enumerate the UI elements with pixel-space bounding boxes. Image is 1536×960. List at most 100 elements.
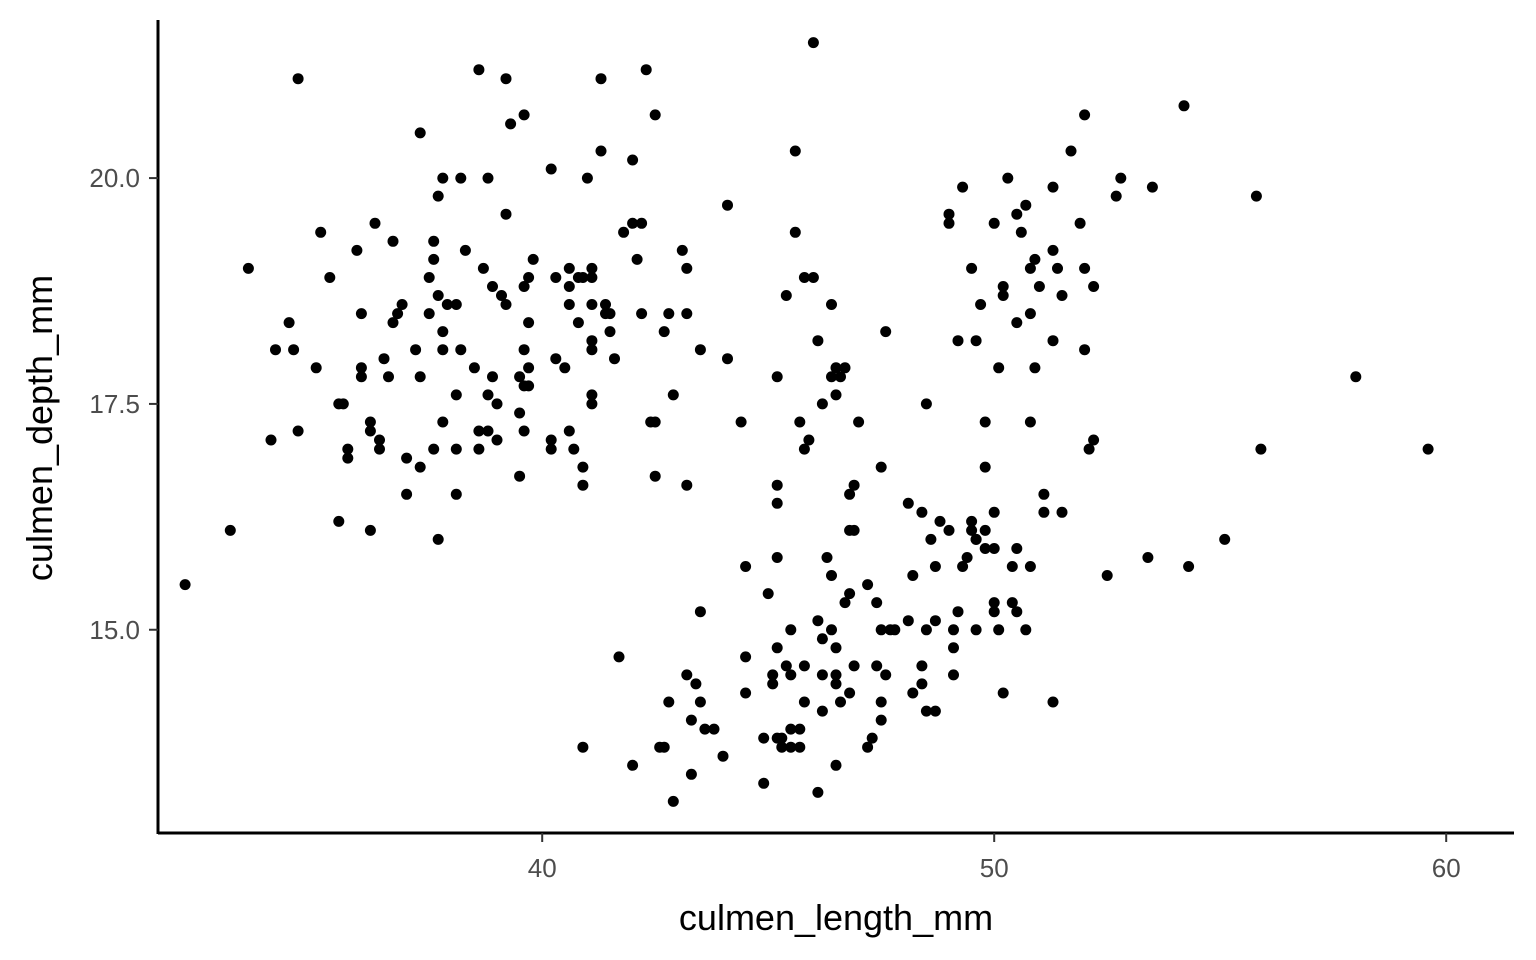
data-point xyxy=(518,425,530,437)
data-point xyxy=(848,660,860,672)
data-point xyxy=(428,253,440,265)
data-point xyxy=(545,434,557,446)
data-point xyxy=(970,335,982,347)
data-point xyxy=(758,777,770,789)
data-point xyxy=(315,226,327,238)
data-point xyxy=(875,714,887,726)
data-point xyxy=(1011,208,1023,220)
data-point xyxy=(875,696,887,708)
data-point xyxy=(798,660,810,672)
data-point xyxy=(387,235,399,247)
data-point xyxy=(812,786,824,798)
y-ticks-layer: 15.0 17.5 20.0 xyxy=(89,163,158,645)
data-point xyxy=(663,308,675,320)
data-point xyxy=(975,299,987,310)
data-point xyxy=(410,344,422,356)
data-point xyxy=(1142,552,1154,563)
data-point xyxy=(830,678,842,690)
data-point xyxy=(270,344,281,356)
data-point xyxy=(292,73,304,85)
data-point xyxy=(550,272,562,283)
data-point xyxy=(423,308,435,320)
data-point xyxy=(966,524,978,536)
data-point xyxy=(640,64,652,76)
data-point xyxy=(401,488,413,500)
data-point xyxy=(649,416,661,428)
data-point xyxy=(487,371,498,383)
data-point xyxy=(437,172,449,184)
data-point xyxy=(920,398,932,410)
data-point xyxy=(997,687,1009,699)
data-point xyxy=(988,543,1000,554)
data-point xyxy=(473,443,485,455)
data-point xyxy=(880,669,892,681)
data-point xyxy=(595,145,607,157)
data-point xyxy=(785,741,797,753)
data-point xyxy=(500,73,512,85)
data-point xyxy=(586,335,598,347)
data-point xyxy=(966,262,978,274)
data-point xyxy=(563,281,575,292)
data-point xyxy=(1250,190,1262,202)
data-point xyxy=(423,272,435,283)
data-point xyxy=(545,443,557,455)
data-point xyxy=(785,723,797,735)
data-point xyxy=(572,317,584,329)
data-point xyxy=(523,317,535,329)
data-point xyxy=(667,795,679,807)
data-point xyxy=(396,299,408,310)
data-point xyxy=(794,741,806,753)
data-point xyxy=(667,389,679,401)
data-point xyxy=(916,660,928,672)
data-point xyxy=(450,299,462,310)
data-point xyxy=(595,73,607,85)
data-point xyxy=(618,226,630,238)
data-point xyxy=(432,533,444,545)
y-axis-title: culmen_depth_mm xyxy=(19,275,60,581)
data-point xyxy=(392,308,404,320)
data-point xyxy=(496,290,507,301)
data-point xyxy=(378,353,390,365)
data-point xyxy=(771,371,783,383)
data-point xyxy=(957,561,969,572)
data-point xyxy=(789,226,801,238)
data-point xyxy=(862,741,874,753)
data-point xyxy=(1047,244,1059,256)
data-point xyxy=(1029,253,1041,265)
data-point xyxy=(979,524,991,536)
data-point xyxy=(970,624,982,636)
data-point xyxy=(681,308,693,320)
data-point xyxy=(875,624,887,636)
data-point xyxy=(224,524,236,536)
data-point xyxy=(952,335,964,347)
data-point xyxy=(355,308,367,320)
data-point xyxy=(283,317,295,329)
data-point xyxy=(929,705,941,717)
data-point xyxy=(771,642,783,654)
data-point xyxy=(473,425,485,437)
data-point xyxy=(740,561,752,572)
data-point xyxy=(844,588,856,600)
data-point xyxy=(988,217,1000,229)
data-point xyxy=(342,443,354,455)
data-point xyxy=(943,524,955,536)
data-point xyxy=(717,750,729,762)
data-point xyxy=(1002,172,1014,184)
data-point xyxy=(803,434,815,446)
data-point xyxy=(491,398,503,410)
data-point xyxy=(961,552,973,563)
data-point xyxy=(943,217,955,229)
data-point xyxy=(658,741,670,753)
data-point xyxy=(383,371,394,383)
data-point xyxy=(292,425,304,437)
data-point xyxy=(997,281,1009,292)
data-point xyxy=(1047,696,1059,708)
data-point xyxy=(355,362,367,374)
data-point xyxy=(310,362,322,374)
data-point xyxy=(830,759,842,771)
data-point xyxy=(798,696,810,708)
x-tick-label: 50 xyxy=(980,853,1009,883)
data-point xyxy=(477,262,489,274)
data-point xyxy=(979,543,991,554)
